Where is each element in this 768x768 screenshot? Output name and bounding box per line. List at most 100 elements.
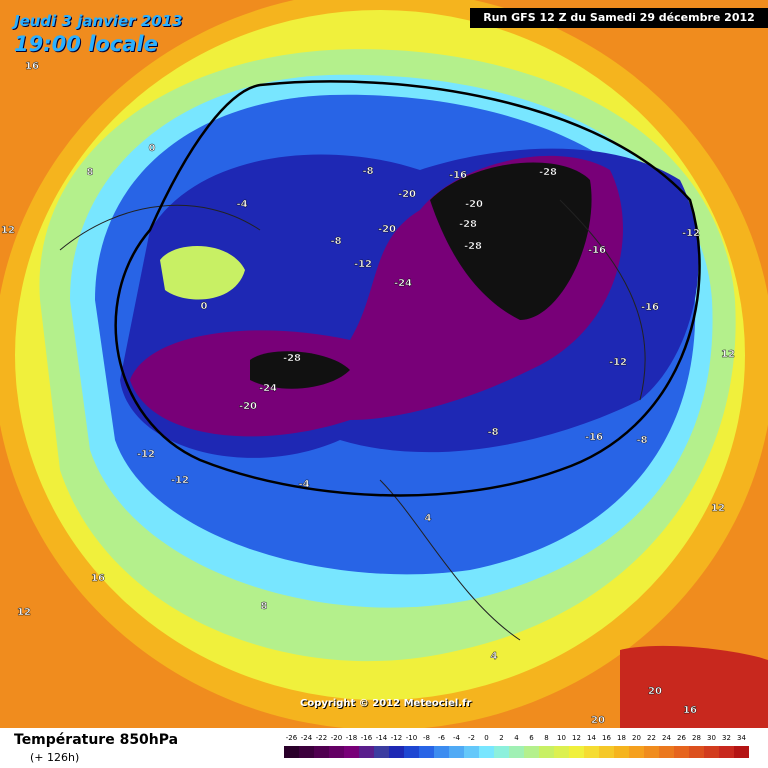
scale-label: -2 — [468, 734, 475, 742]
scale-swatch — [329, 746, 344, 758]
contour-label: 4 — [425, 513, 432, 524]
scale-label: 18 — [617, 734, 626, 742]
contour-label: -4 — [298, 479, 309, 490]
scale-label: 0 — [484, 734, 488, 742]
scale-label: 2 — [499, 734, 503, 742]
contour-label: 16 — [91, 573, 105, 584]
contour-label: -8 — [330, 236, 341, 247]
scale-swatch — [509, 746, 524, 758]
contour-label: -20 — [465, 199, 483, 210]
contour-label: -12 — [171, 475, 189, 486]
scale-swatch — [569, 746, 584, 758]
scale-swatch — [344, 746, 359, 758]
time: 19:00 locale — [14, 32, 158, 56]
zone-28 — [430, 162, 592, 320]
contour-label: -12 — [609, 357, 627, 368]
scale-label: 12 — [572, 734, 581, 742]
scale-swatch — [689, 746, 704, 758]
scale-label: -12 — [391, 734, 402, 742]
contour-label: -4 — [236, 199, 247, 210]
scale-label: 24 — [662, 734, 671, 742]
scale-label: 6 — [529, 734, 534, 742]
scale-swatch — [719, 746, 734, 758]
contour-label: -12 — [682, 228, 700, 239]
contour-label: -12 — [354, 259, 372, 270]
scale-swatch — [299, 746, 314, 758]
contour-label: 4 — [491, 651, 498, 662]
scale-label: 20 — [632, 734, 641, 742]
scale-swatch — [434, 746, 449, 758]
contour-label: 16 — [25, 61, 39, 72]
contour-label: -20 — [239, 401, 257, 412]
contour-label: -16 — [588, 245, 606, 256]
scale-swatch — [284, 746, 299, 758]
scale-swatch — [554, 746, 569, 758]
scale-swatch — [659, 746, 674, 758]
scale-label: -16 — [361, 734, 373, 742]
contour-label: -16 — [585, 432, 603, 443]
scale-swatch — [614, 746, 629, 758]
scale-label: -14 — [376, 734, 388, 742]
contour-label: 12 — [1, 225, 15, 236]
contour-label: -28 — [283, 353, 301, 364]
scale-swatch — [404, 746, 419, 758]
contour-label: -16 — [449, 170, 467, 181]
zone-28 — [620, 645, 768, 728]
scale-swatch — [524, 746, 539, 758]
scale-label: 30 — [707, 734, 716, 742]
contour-label: -20 — [378, 224, 396, 235]
scale-label: 8 — [544, 734, 548, 742]
map: -28-28-28-28-24-24-20-20-20-20-16-16-16-… — [0, 0, 768, 728]
scale-label: 28 — [692, 734, 701, 742]
scale-swatch — [734, 746, 749, 758]
contour-label: -24 — [394, 278, 412, 289]
scale-swatch — [599, 746, 614, 758]
scale-swatch — [449, 746, 464, 758]
scale-label: -4 — [453, 734, 461, 742]
contour-label: 20 — [591, 715, 605, 726]
scale-swatch — [704, 746, 719, 758]
contour-label: 8 — [87, 167, 94, 178]
scale-label: -6 — [438, 734, 446, 742]
scale-label: 34 — [737, 734, 746, 742]
contour-label: 12 — [711, 503, 725, 514]
scale-swatch — [359, 746, 374, 758]
scale-swatch — [674, 746, 689, 758]
scale-label: 26 — [677, 734, 686, 742]
scale-label: 32 — [722, 734, 731, 742]
date: Jeudi 3 janvier 2013 — [14, 12, 183, 30]
contour-label: 0 — [149, 143, 156, 154]
scale-label: -20 — [331, 734, 342, 742]
contour-label: -16 — [641, 302, 659, 313]
contour-label: -8 — [487, 427, 498, 438]
scale-label: -8 — [423, 734, 430, 742]
scale-label: -10 — [406, 734, 417, 742]
contour-label: -28 — [459, 219, 477, 230]
scale-swatch — [314, 746, 329, 758]
contour-label: -8 — [362, 166, 373, 177]
contour-0 — [114, 80, 701, 497]
contour-label: 0 — [201, 301, 208, 312]
legend-lead: (+ 126h) — [30, 751, 80, 764]
greenland-warm — [160, 246, 245, 300]
contour-label: -28 — [464, 241, 482, 252]
contour-label: -24 — [259, 383, 277, 394]
scale-swatch — [494, 746, 509, 758]
scale-swatch — [539, 746, 554, 758]
copyright: Copyright © 2012 Meteociel.fr — [300, 698, 472, 709]
scale-label: 10 — [557, 734, 566, 742]
scale-swatch — [374, 746, 389, 758]
contour-label: -8 — [636, 435, 647, 446]
contour-label: 8 — [261, 601, 268, 612]
scale-swatch — [479, 746, 494, 758]
run-info: Run GFS 12 Z du Samedi 29 décembre 2012 — [470, 8, 768, 28]
scale-swatch — [629, 746, 644, 758]
contour-label: -20 — [398, 189, 416, 200]
contour-label: -12 — [137, 449, 155, 460]
legend-title: Température 850hPa — [14, 732, 179, 748]
scale-label: -18 — [346, 734, 357, 742]
contour-label: 20 — [648, 686, 662, 697]
scale-label: 14 — [587, 734, 596, 742]
scale-label: 16 — [602, 734, 611, 742]
